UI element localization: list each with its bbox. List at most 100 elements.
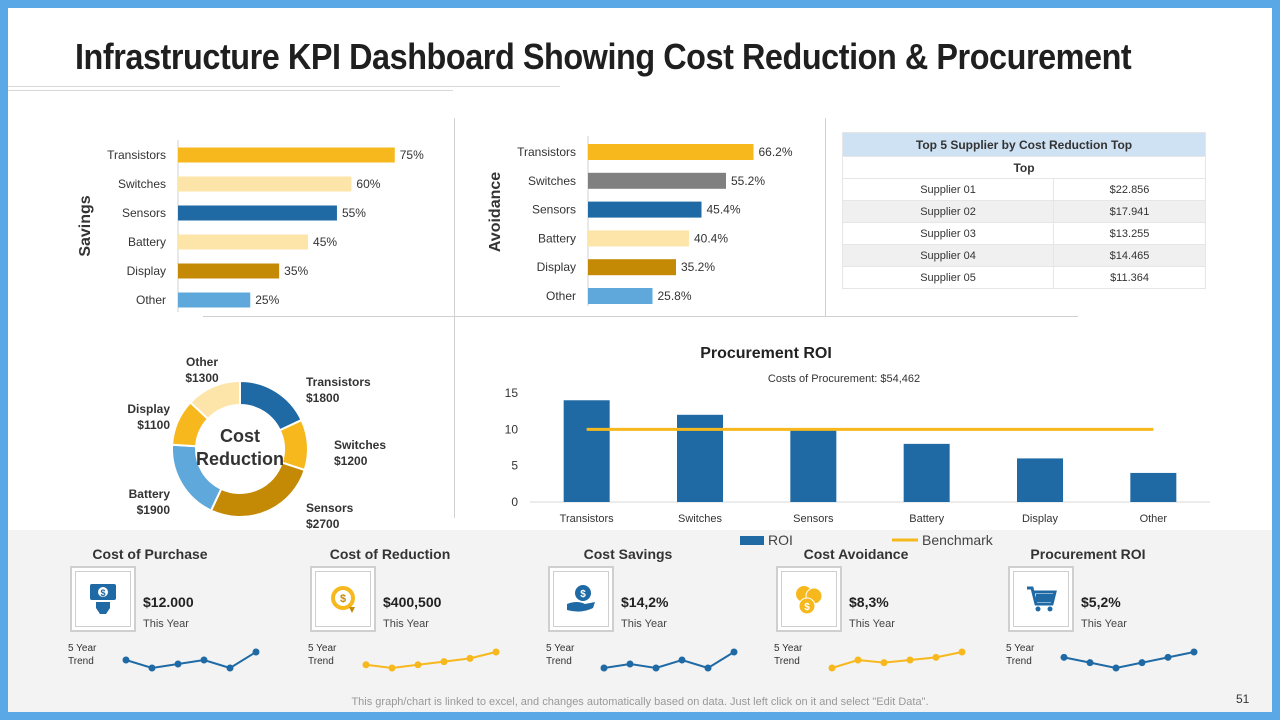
kpi-icon-box: $ (70, 566, 136, 632)
data-label: 40.4% (694, 231, 728, 245)
sparkline-point (932, 653, 940, 661)
supplier-table-subheader: Top (842, 156, 1206, 179)
roi-chart-title: Procurement ROI (700, 345, 832, 362)
donut-slice (209, 461, 306, 518)
supplier-value: $14.465 (1053, 244, 1206, 267)
x-tick-label: Display (1022, 513, 1059, 525)
kpi-icon-box: $ (776, 566, 842, 632)
kpi-value: $14,2% (621, 594, 669, 610)
y-tick-label: 10 (505, 422, 519, 436)
table-row: Supplier 01 $22.856 (841, 178, 1206, 201)
sparkline-point (958, 648, 966, 656)
sparkline-point (1112, 664, 1120, 672)
roi-chart-subtitle: Costs of Procurement: $54,462 (768, 373, 920, 385)
data-label: 45.4% (707, 203, 741, 217)
kpi-value: $400,500 (383, 594, 442, 610)
category-label: Other (136, 293, 166, 307)
supplier-value: $11.364 (1053, 266, 1206, 289)
page-number: 51 (1236, 692, 1250, 706)
supplier-name: Supplier 02 (841, 200, 1055, 223)
bar (588, 144, 754, 160)
kpi-title: Cost Savings (583, 546, 673, 562)
bar (588, 288, 653, 304)
kpi-subtitle: This Year (621, 618, 667, 630)
x-tick-label: Sensors (793, 513, 834, 525)
x-tick-label: Other (1140, 513, 1168, 525)
kpi-sparkline (1060, 648, 1198, 672)
category-label: Transistors (107, 148, 166, 162)
category-label: Display (537, 260, 576, 274)
kpi-subtitle: This Year (1081, 618, 1127, 630)
data-label: 25.8% (658, 289, 692, 303)
kpi-subtitle: This Year (143, 618, 189, 630)
svg-text:$: $ (580, 589, 586, 600)
sparkline-point (1060, 653, 1068, 661)
svg-text:$: $ (804, 602, 810, 613)
sparkline-point (854, 656, 862, 664)
bar (178, 147, 395, 163)
table-row: Supplier 02 $17.941 (841, 200, 1206, 223)
bar (588, 201, 702, 218)
vertical-divider-left (454, 118, 455, 518)
sparkline-point (828, 664, 836, 672)
slice-category-label: Battery (129, 487, 171, 501)
category-label: Transistors (517, 145, 576, 159)
bar (588, 230, 689, 247)
kpi-trend-label: 5 Year Trend (308, 643, 337, 667)
table-row: Supplier 05 $11.364 (841, 266, 1206, 289)
legend-roi-swatch (740, 536, 764, 545)
kpi-sparkline (600, 648, 738, 672)
legend-benchmark-label: Benchmark (922, 532, 994, 548)
category-label: Display (127, 264, 166, 278)
data-label: 35% (284, 264, 308, 278)
sparkline-line (365, 651, 497, 670)
kpi-sparkline (122, 648, 260, 672)
sparkline-point (174, 660, 182, 668)
kpi-value: $8,3% (849, 594, 889, 610)
sparkline-point (652, 664, 660, 672)
kpi-subtitle: This Year (849, 618, 895, 630)
sparkline-point (1164, 653, 1172, 661)
kpi-trend-label: 5 Year Trend (774, 643, 803, 667)
slide: Infrastructure KPI Dashboard Showing Cos… (8, 8, 1272, 712)
kpi-title: Procurement ROI (1030, 546, 1146, 562)
sparkline-point (880, 659, 888, 667)
supplier-value: $17.941 (1053, 200, 1206, 223)
category-label: Battery (538, 231, 576, 245)
donut-slice (239, 379, 303, 432)
sparkline-point (704, 664, 712, 672)
slice-category-label: Sensors (306, 501, 354, 515)
donut-center-line2: Reduction (196, 449, 284, 469)
slice-category-label: Switches (334, 438, 386, 452)
supplier-name: Supplier 03 (841, 222, 1055, 245)
data-label: 75% (400, 148, 424, 162)
supplier-table: Top 5 Supplier by Cost Reduction Top Top… (841, 132, 1206, 289)
data-label: 25% (255, 293, 279, 307)
table-row: Supplier 04 $14.465 (841, 244, 1206, 267)
category-label: Other (546, 289, 576, 303)
roi-bar (563, 400, 610, 502)
bar (178, 263, 280, 279)
x-tick-label: Transistors (560, 513, 614, 525)
svg-text:$: $ (340, 593, 346, 605)
page-title: Infrastructure KPI Dashboard Showing Cos… (75, 36, 1132, 77)
bar (178, 205, 337, 221)
kpi-icon-box: $ (548, 566, 614, 632)
title-underline (8, 86, 560, 87)
category-label: Switches (118, 177, 166, 191)
category-label: Sensors (532, 203, 576, 217)
coins-icon: $ (793, 583, 825, 615)
slice-value-label: $1900 (137, 503, 171, 517)
bar (178, 234, 309, 250)
slice-category-label: Other (186, 355, 218, 369)
supplier-value: $22.856 (1053, 178, 1206, 201)
kpi-title: Cost of Purchase (92, 546, 208, 562)
money-hand-icon: $ (88, 582, 118, 616)
sparkline-point (1190, 648, 1198, 656)
roi-bar (1017, 458, 1063, 502)
title-underline-2 (8, 90, 453, 91)
table-row: Supplier 03 $13.255 (841, 222, 1206, 245)
data-label: 60% (356, 177, 380, 191)
kpi-trend-label: 5 Year Trend (1006, 643, 1035, 667)
horizontal-divider (203, 316, 1078, 317)
